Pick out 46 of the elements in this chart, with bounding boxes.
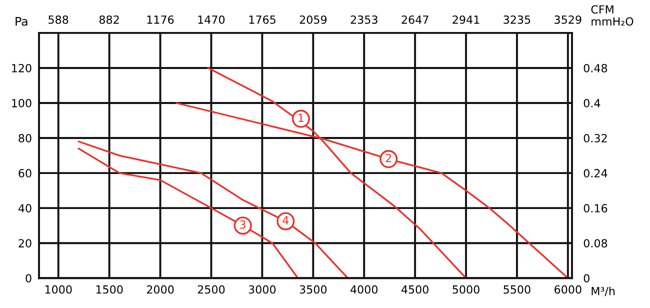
x2-tick-label: 2647 <box>402 15 428 24</box>
y-tick-label: 20 <box>18 239 32 248</box>
x-tick-label: 1000 <box>45 285 72 294</box>
annotation: 3 <box>240 220 246 229</box>
y2-tick-label: 0.4 <box>584 98 600 108</box>
x2-tick-label: 2941 <box>452 15 480 24</box>
x2-axis-title: CFM <box>591 5 614 14</box>
x-tick-label: 1500 <box>96 285 123 294</box>
x2-tick-label: 3529 <box>554 15 582 24</box>
x-tick-label: 5000 <box>452 285 480 294</box>
y2-axis-title: mmH₂O <box>592 17 634 26</box>
x-tick-label: 2500 <box>198 285 225 294</box>
annotation: 4 <box>282 216 289 224</box>
y-tick-label: 80 <box>18 134 32 142</box>
y-tick-label: 100 <box>12 98 32 108</box>
y-tick-label: 120 <box>12 64 32 72</box>
x2-tick-label: 588 <box>48 15 68 24</box>
x-tick-label: 6000 <box>554 285 582 294</box>
line-series <box>78 140 349 278</box>
x2-tick-label: 2353 <box>350 15 378 24</box>
y2-tick-label: 0.16 <box>584 204 608 212</box>
x2-tick-label: 1176 <box>147 15 174 24</box>
x2-tick-label: 2059 <box>300 15 327 24</box>
y-tick-label: 0 <box>26 274 32 283</box>
y-tick-label: 60 <box>18 169 32 178</box>
annotation: 1 <box>298 114 304 122</box>
x2-tick-label: 3235 <box>504 15 530 24</box>
y2-tick-label: 0.32 <box>584 134 607 142</box>
x2-tick-label: 882 <box>99 15 119 24</box>
annotation: 2 <box>386 154 391 162</box>
line-series <box>78 148 299 278</box>
x-tick-label: 3000 <box>248 285 276 294</box>
x2-tick-label: 1470 <box>198 15 225 24</box>
x-tick-label: 5500 <box>504 285 530 294</box>
x-tick-label: 3500 <box>300 285 327 294</box>
y2-tick-label: 0.08 <box>584 239 608 248</box>
x-tick-label: 4000 <box>350 285 378 294</box>
x-tick-label: 4500 <box>401 285 428 294</box>
x2-tick-label: 1765 <box>249 15 276 24</box>
y2-tick-label: 0.24 <box>584 169 608 178</box>
x-axis-title: M³/h <box>592 286 615 296</box>
y-tick-label: 40 <box>18 204 32 212</box>
x-tick-label: 2000 <box>146 285 174 294</box>
y-axis-title: Pa <box>16 16 28 26</box>
y2-tick-label: 0 <box>584 274 590 283</box>
y2-tick-label: 0.48 <box>584 64 608 72</box>
